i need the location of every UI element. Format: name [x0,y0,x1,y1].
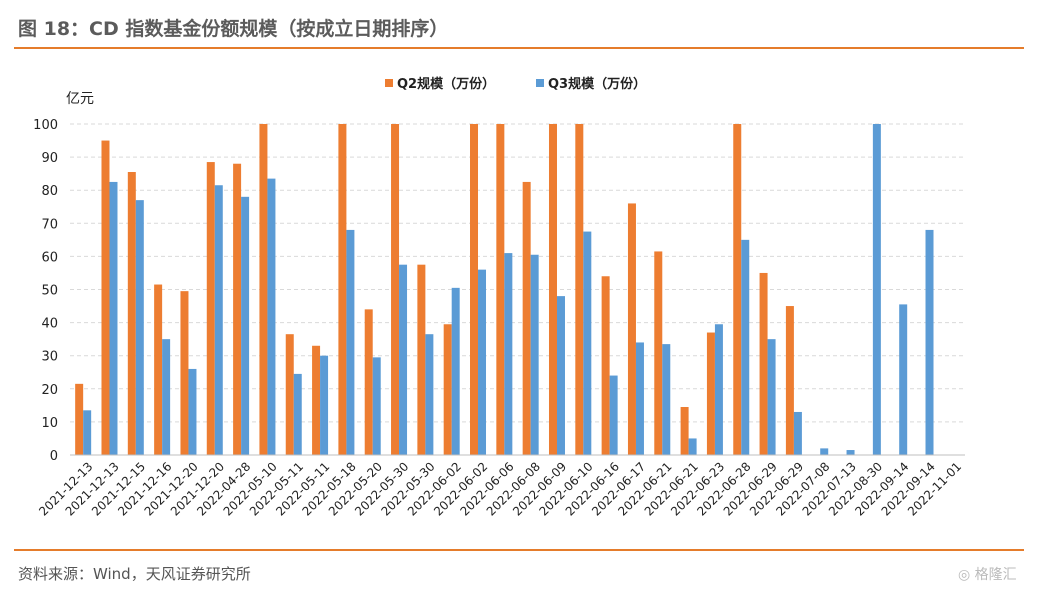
bar-q2 [601,276,610,455]
bar-q2 [443,324,452,455]
bar-q3 [399,264,408,455]
bar-q2 [575,124,584,455]
bar-q3 [767,339,776,455]
bar-q3 [293,373,302,455]
bar-q3 [872,124,881,455]
figure-title: 图 18：CD 指数基金份额规模（按成立日期排序） [18,18,449,40]
y-tick-label: 70 [41,217,58,232]
bar-q3 [214,185,223,456]
bar-q3 [504,253,513,455]
bar-q2 [259,124,268,455]
bar-q2 [417,264,426,455]
bar-q2 [364,309,373,455]
bar-q2 [496,124,505,455]
bar-q2 [522,181,531,455]
bar-q3 [162,339,171,455]
legend-swatch [385,79,393,87]
bar-q3 [346,229,355,455]
bar-q2 [733,124,742,455]
bar-q2 [470,124,479,455]
bar-q3 [635,342,644,455]
bar-q3 [846,450,855,455]
bar-q2 [680,407,689,455]
y-tick-label: 60 [41,250,58,265]
bar-q3 [556,296,565,455]
y-tick-label: 10 [41,416,58,431]
bar-q3 [688,438,697,455]
bar-q2 [154,284,163,455]
bar-q2 [785,306,794,455]
bar-q2 [233,163,242,455]
bar-q2 [312,345,321,455]
bar-q2 [127,172,136,455]
bar-q3 [478,269,487,455]
bar-q2 [759,272,768,455]
bar-q3 [662,344,671,455]
y-tick-label: 0 [50,449,58,464]
bar-q2 [338,124,347,455]
y-tick-label: 50 [41,284,58,299]
bar-q3 [530,254,539,455]
bar-q3 [899,304,908,455]
header-divider [14,47,1024,49]
bar-q3 [714,324,723,455]
footer-divider [14,549,1024,551]
source-note: 资料来源：Wind，天风证券研究所 [18,565,251,583]
bar-q3 [188,368,197,455]
bar-q3 [741,239,750,455]
legend-label: Q3规模（万份） [548,76,646,92]
bar-q2 [285,334,294,455]
legend-label: Q2规模（万份） [397,76,495,92]
y-tick-label: 90 [41,151,58,166]
bar-q3 [583,231,592,455]
bar-q2 [391,124,400,455]
y-tick-label: 40 [41,317,58,332]
bar-q3 [451,287,460,455]
bar-q2 [75,383,84,455]
bar-q3 [83,410,92,455]
bar-q3 [320,355,329,455]
bar-q2 [101,140,110,456]
bar-q3 [925,229,934,455]
y-tick-label: 100 [33,118,58,133]
ring-logo-icon: ◎ [958,567,971,583]
legend-swatch [536,79,544,87]
watermark: ◎ 格隆汇 [958,564,1017,584]
bar-q2 [206,162,215,455]
bar-q3 [793,411,802,455]
bar-q3 [425,334,434,455]
bar-q2 [627,203,636,455]
y-unit-label: 亿元 [66,91,94,107]
bar-q3 [241,196,250,455]
bar-q2 [180,291,189,455]
y-tick-label: 30 [41,350,58,365]
bar-q2 [654,251,663,455]
bar-q3 [372,357,381,455]
bar-q3 [135,200,144,455]
bar-q2 [548,124,557,455]
y-tick-label: 80 [41,184,58,199]
bar-q3 [109,181,118,455]
bar-q3 [820,448,829,455]
bar-q3 [609,375,618,455]
y-tick-label: 20 [41,383,58,398]
watermark-text: 格隆汇 [974,567,1017,583]
bar-q3 [267,178,276,455]
bar-q2 [706,332,715,455]
